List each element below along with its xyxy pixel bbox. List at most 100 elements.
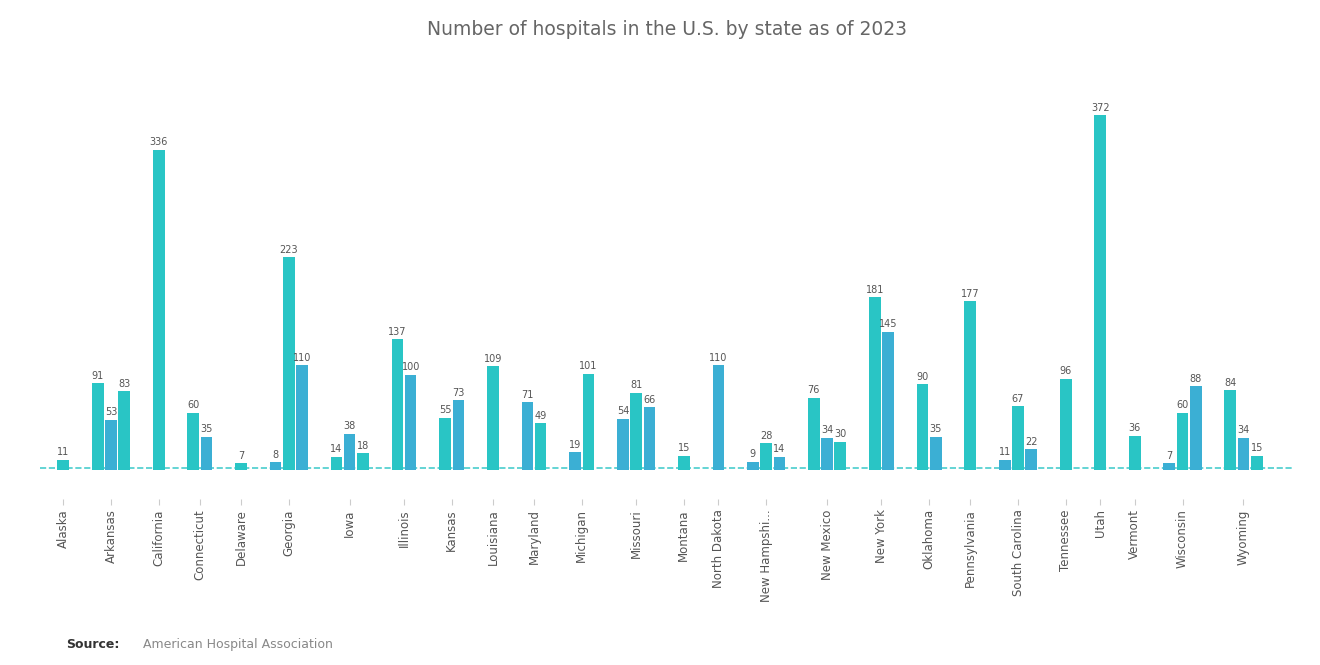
Bar	[92, 383, 103, 470]
Text: 145: 145	[879, 319, 898, 329]
Text: 55: 55	[440, 405, 451, 415]
Bar	[821, 438, 833, 470]
Text: 60: 60	[1176, 400, 1188, 410]
Text: 110: 110	[709, 353, 727, 363]
Text: 28: 28	[760, 431, 772, 441]
Text: 19: 19	[569, 440, 581, 450]
Text: 11: 11	[999, 448, 1011, 458]
Bar	[535, 424, 546, 470]
Text: 372: 372	[1090, 103, 1110, 113]
Bar	[582, 374, 594, 470]
Bar	[201, 437, 213, 470]
Text: 60: 60	[187, 400, 199, 410]
Bar	[153, 150, 165, 470]
Text: 101: 101	[579, 361, 598, 371]
Bar	[1163, 464, 1175, 470]
Bar	[882, 332, 894, 470]
Text: 53: 53	[104, 407, 117, 417]
Bar	[521, 402, 533, 470]
Text: 11: 11	[57, 448, 70, 458]
Bar	[119, 391, 131, 470]
Bar	[1129, 436, 1140, 470]
Bar	[1094, 115, 1106, 470]
Text: 66: 66	[643, 395, 656, 405]
Text: 91: 91	[91, 371, 104, 381]
Text: 90: 90	[916, 372, 929, 382]
Bar	[916, 384, 928, 470]
Bar	[1176, 413, 1188, 470]
Bar	[834, 442, 846, 470]
Text: 83: 83	[117, 378, 131, 388]
Bar	[440, 418, 451, 470]
Bar	[965, 301, 975, 470]
Text: 49: 49	[535, 411, 546, 421]
Bar	[453, 400, 465, 470]
Title: Number of hospitals in the U.S. by state as of 2023: Number of hospitals in the U.S. by state…	[426, 20, 907, 39]
Bar	[931, 437, 941, 470]
Text: 35: 35	[201, 424, 213, 434]
Text: 76: 76	[808, 385, 820, 395]
Text: 223: 223	[280, 245, 298, 255]
Bar	[282, 257, 294, 470]
Text: 34: 34	[821, 426, 833, 436]
Text: 96: 96	[1060, 366, 1072, 376]
Text: 54: 54	[616, 406, 630, 416]
Text: 336: 336	[149, 137, 168, 147]
Text: 15: 15	[1250, 444, 1263, 454]
Bar	[808, 398, 820, 470]
Bar	[1060, 378, 1072, 470]
Text: 71: 71	[521, 390, 533, 400]
Bar	[405, 374, 417, 470]
Bar	[869, 297, 880, 470]
Text: 14: 14	[774, 444, 785, 454]
Text: 67: 67	[1012, 394, 1024, 404]
Text: 100: 100	[401, 362, 420, 372]
Text: 14: 14	[330, 444, 343, 454]
Bar	[392, 339, 403, 470]
Bar	[1026, 449, 1038, 470]
Text: 38: 38	[343, 422, 356, 432]
Text: 30: 30	[834, 429, 846, 439]
Bar	[187, 413, 199, 470]
Text: 110: 110	[293, 353, 312, 363]
Bar	[487, 366, 499, 470]
Text: 18: 18	[356, 441, 370, 451]
Bar	[57, 460, 69, 470]
Bar	[1012, 406, 1024, 470]
Bar	[747, 462, 759, 470]
Text: 73: 73	[453, 388, 465, 398]
Bar	[678, 456, 689, 470]
Bar	[630, 393, 642, 470]
Bar	[774, 457, 785, 470]
Text: 36: 36	[1129, 424, 1140, 434]
Text: 15: 15	[677, 444, 690, 454]
Text: 181: 181	[866, 285, 884, 295]
Bar	[1189, 386, 1201, 470]
Bar	[269, 462, 281, 470]
Bar	[106, 420, 116, 470]
Text: 8: 8	[272, 450, 279, 460]
Bar	[616, 418, 628, 470]
Bar	[713, 365, 725, 470]
Text: 84: 84	[1224, 378, 1237, 388]
Text: 88: 88	[1189, 374, 1203, 384]
Bar	[1238, 438, 1249, 470]
Bar	[235, 464, 247, 470]
Bar	[999, 460, 1011, 470]
Text: 7: 7	[238, 451, 244, 461]
Bar	[296, 365, 308, 470]
Text: 137: 137	[388, 327, 407, 337]
Bar	[760, 444, 772, 470]
Text: 22: 22	[1026, 437, 1038, 447]
Text: American Hospital Association: American Hospital Association	[143, 638, 333, 652]
Text: Source:: Source:	[66, 638, 119, 652]
Bar	[358, 453, 368, 470]
Text: 81: 81	[630, 380, 643, 390]
Bar	[330, 457, 342, 470]
Text: 9: 9	[750, 449, 756, 459]
Text: 35: 35	[929, 424, 942, 434]
Bar	[1225, 390, 1236, 470]
Bar	[343, 434, 355, 470]
Text: 7: 7	[1166, 451, 1172, 461]
Bar	[644, 407, 655, 470]
